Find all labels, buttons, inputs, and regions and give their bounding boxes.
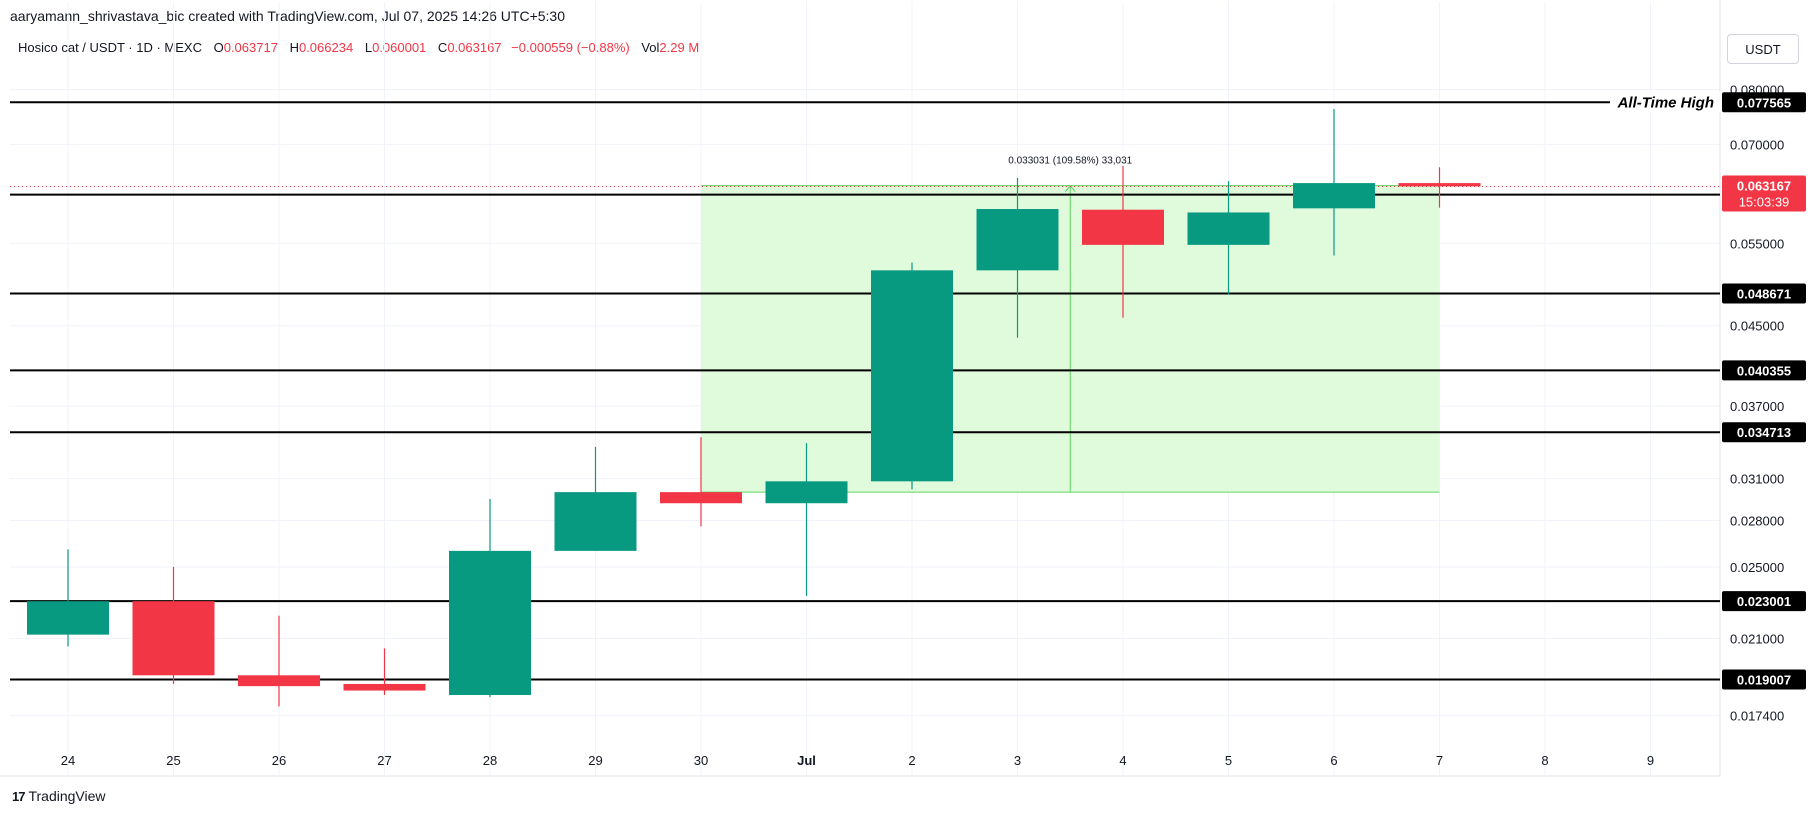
level-price-label: 0.077565 <box>1737 95 1791 110</box>
candle <box>449 499 531 698</box>
time-tick-label: 25 <box>166 753 180 768</box>
countdown-label: 15:03:39 <box>1739 195 1790 210</box>
candle <box>27 549 109 647</box>
volume-value: 2.29 M <box>659 40 700 55</box>
candle <box>765 443 848 596</box>
measure-range-label: 0.033031 (109.58%) 33,031 <box>1008 156 1132 167</box>
time-tick-label: 9 <box>1647 753 1654 768</box>
candle-body <box>1398 183 1481 187</box>
candle <box>554 446 637 551</box>
tradingview-logo[interactable]: 17 TradingView <box>12 788 106 804</box>
time-tick-label: 30 <box>694 753 708 768</box>
price-tick-label: 0.037000 <box>1730 399 1784 414</box>
current-price-label: 0.063167 <box>1737 179 1791 194</box>
change-value: −0.000559 (−0.88%) <box>511 40 630 55</box>
time-tick-label: 3 <box>1014 753 1021 768</box>
close-value: 0.063167 <box>447 40 502 55</box>
candle-body <box>449 550 531 696</box>
level-price-tag <box>1722 422 1806 443</box>
price-tick-label: 0.070000 <box>1730 137 1784 152</box>
level-price-label: 0.040355 <box>1737 363 1791 378</box>
time-tick-label: Jul <box>797 753 816 768</box>
price-tick-label: 0.055000 <box>1730 236 1784 251</box>
candle-body <box>660 492 742 504</box>
time-tick-label: 6 <box>1330 753 1337 768</box>
time-tick-label: 7 <box>1436 753 1443 768</box>
price-tick-label: 0.017400 <box>1730 709 1784 724</box>
price-tick-label: 0.028000 <box>1730 513 1784 528</box>
candle <box>1082 166 1164 318</box>
time-tick-label: 29 <box>588 753 602 768</box>
level-price-label: 0.034713 <box>1737 425 1791 440</box>
price-axis[interactable]: 0.0800000.0700000.0550000.0450000.037000… <box>1722 83 1806 724</box>
candle-body <box>765 481 848 504</box>
time-axis[interactable]: 24 25 26 27 28 29 30 Jul 2 3 4 5 6 7 8 9 <box>61 753 1654 768</box>
time-tick-label: 8 <box>1541 753 1548 768</box>
measure-range: 0.033031 (109.58%) 33,031 <box>10 156 1720 493</box>
candle <box>1293 109 1375 256</box>
time-tick-label: 24 <box>61 753 75 768</box>
level-price-tag <box>1722 283 1806 304</box>
candle <box>132 566 215 684</box>
ohlc-legend: Hosico cat / USDT · 1D · MEXC O0.063717 … <box>18 40 699 55</box>
measure-range-arrowhead <box>1064 184 1076 192</box>
tradingview-logo-icon: 17 <box>12 788 26 804</box>
level-price-label: 0.048671 <box>1737 287 1791 302</box>
level-annotation-bg <box>1610 92 1722 113</box>
level-price-label: 0.019007 <box>1737 672 1791 687</box>
candle-body <box>976 209 1059 271</box>
high-label: H <box>289 40 299 55</box>
price-tick-label: 0.021000 <box>1730 632 1784 647</box>
candle-body <box>554 492 637 551</box>
currency-button[interactable]: USDT <box>1727 34 1799 64</box>
level-price-tag <box>1722 360 1806 381</box>
candle-body <box>238 675 320 687</box>
tradingview-logo-text: TradingView <box>28 788 106 804</box>
time-tick-label: 5 <box>1225 753 1232 768</box>
level-price-tag <box>1722 92 1806 113</box>
high-value: 0.066234 <box>298 40 354 55</box>
candle-body <box>871 270 953 482</box>
current-price-tag <box>1722 175 1806 212</box>
level-price-label: 0.023001 <box>1737 594 1791 609</box>
candle <box>871 262 953 490</box>
candle <box>343 648 426 696</box>
time-tick-label: 28 <box>483 753 497 768</box>
price-tick-label: 0.045000 <box>1730 319 1784 334</box>
time-tick-label: 27 <box>377 753 391 768</box>
price-tick-label: 0.031000 <box>1730 472 1784 487</box>
open-label: O <box>213 40 224 55</box>
candle-body <box>27 601 109 635</box>
open-value: 0.063717 <box>223 40 278 55</box>
close-label: C <box>437 40 448 55</box>
candle-body <box>132 601 215 676</box>
level-price-tag <box>1722 591 1806 612</box>
level-price-tag <box>1722 669 1806 690</box>
candle-body <box>1293 183 1375 209</box>
candle <box>238 615 320 707</box>
time-tick-label: 2 <box>908 753 915 768</box>
symbol-label[interactable]: Hosico cat / USDT · 1D · MEXC <box>18 40 202 55</box>
low-value: 0.060001 <box>372 40 427 55</box>
candle <box>1187 181 1270 295</box>
price-tick-label: 0.025000 <box>1730 560 1784 575</box>
candle <box>976 177 1059 338</box>
level-annotation: All-Time High <box>1617 94 1714 111</box>
candle-body <box>343 683 426 691</box>
candle-body <box>1082 209 1164 245</box>
candle <box>1398 167 1481 208</box>
time-tick-label: 4 <box>1119 753 1126 768</box>
low-label: L <box>364 40 373 55</box>
volume-label: Vol <box>641 40 660 55</box>
candle <box>660 437 742 527</box>
time-tick-label: 26 <box>272 753 286 768</box>
support-resistance-lines: All-Time High <box>10 92 1722 681</box>
candles <box>27 109 1481 707</box>
candle-body <box>1187 212 1270 245</box>
chart-credit: aaryamann_shrivastava_bic created with T… <box>10 8 566 24</box>
